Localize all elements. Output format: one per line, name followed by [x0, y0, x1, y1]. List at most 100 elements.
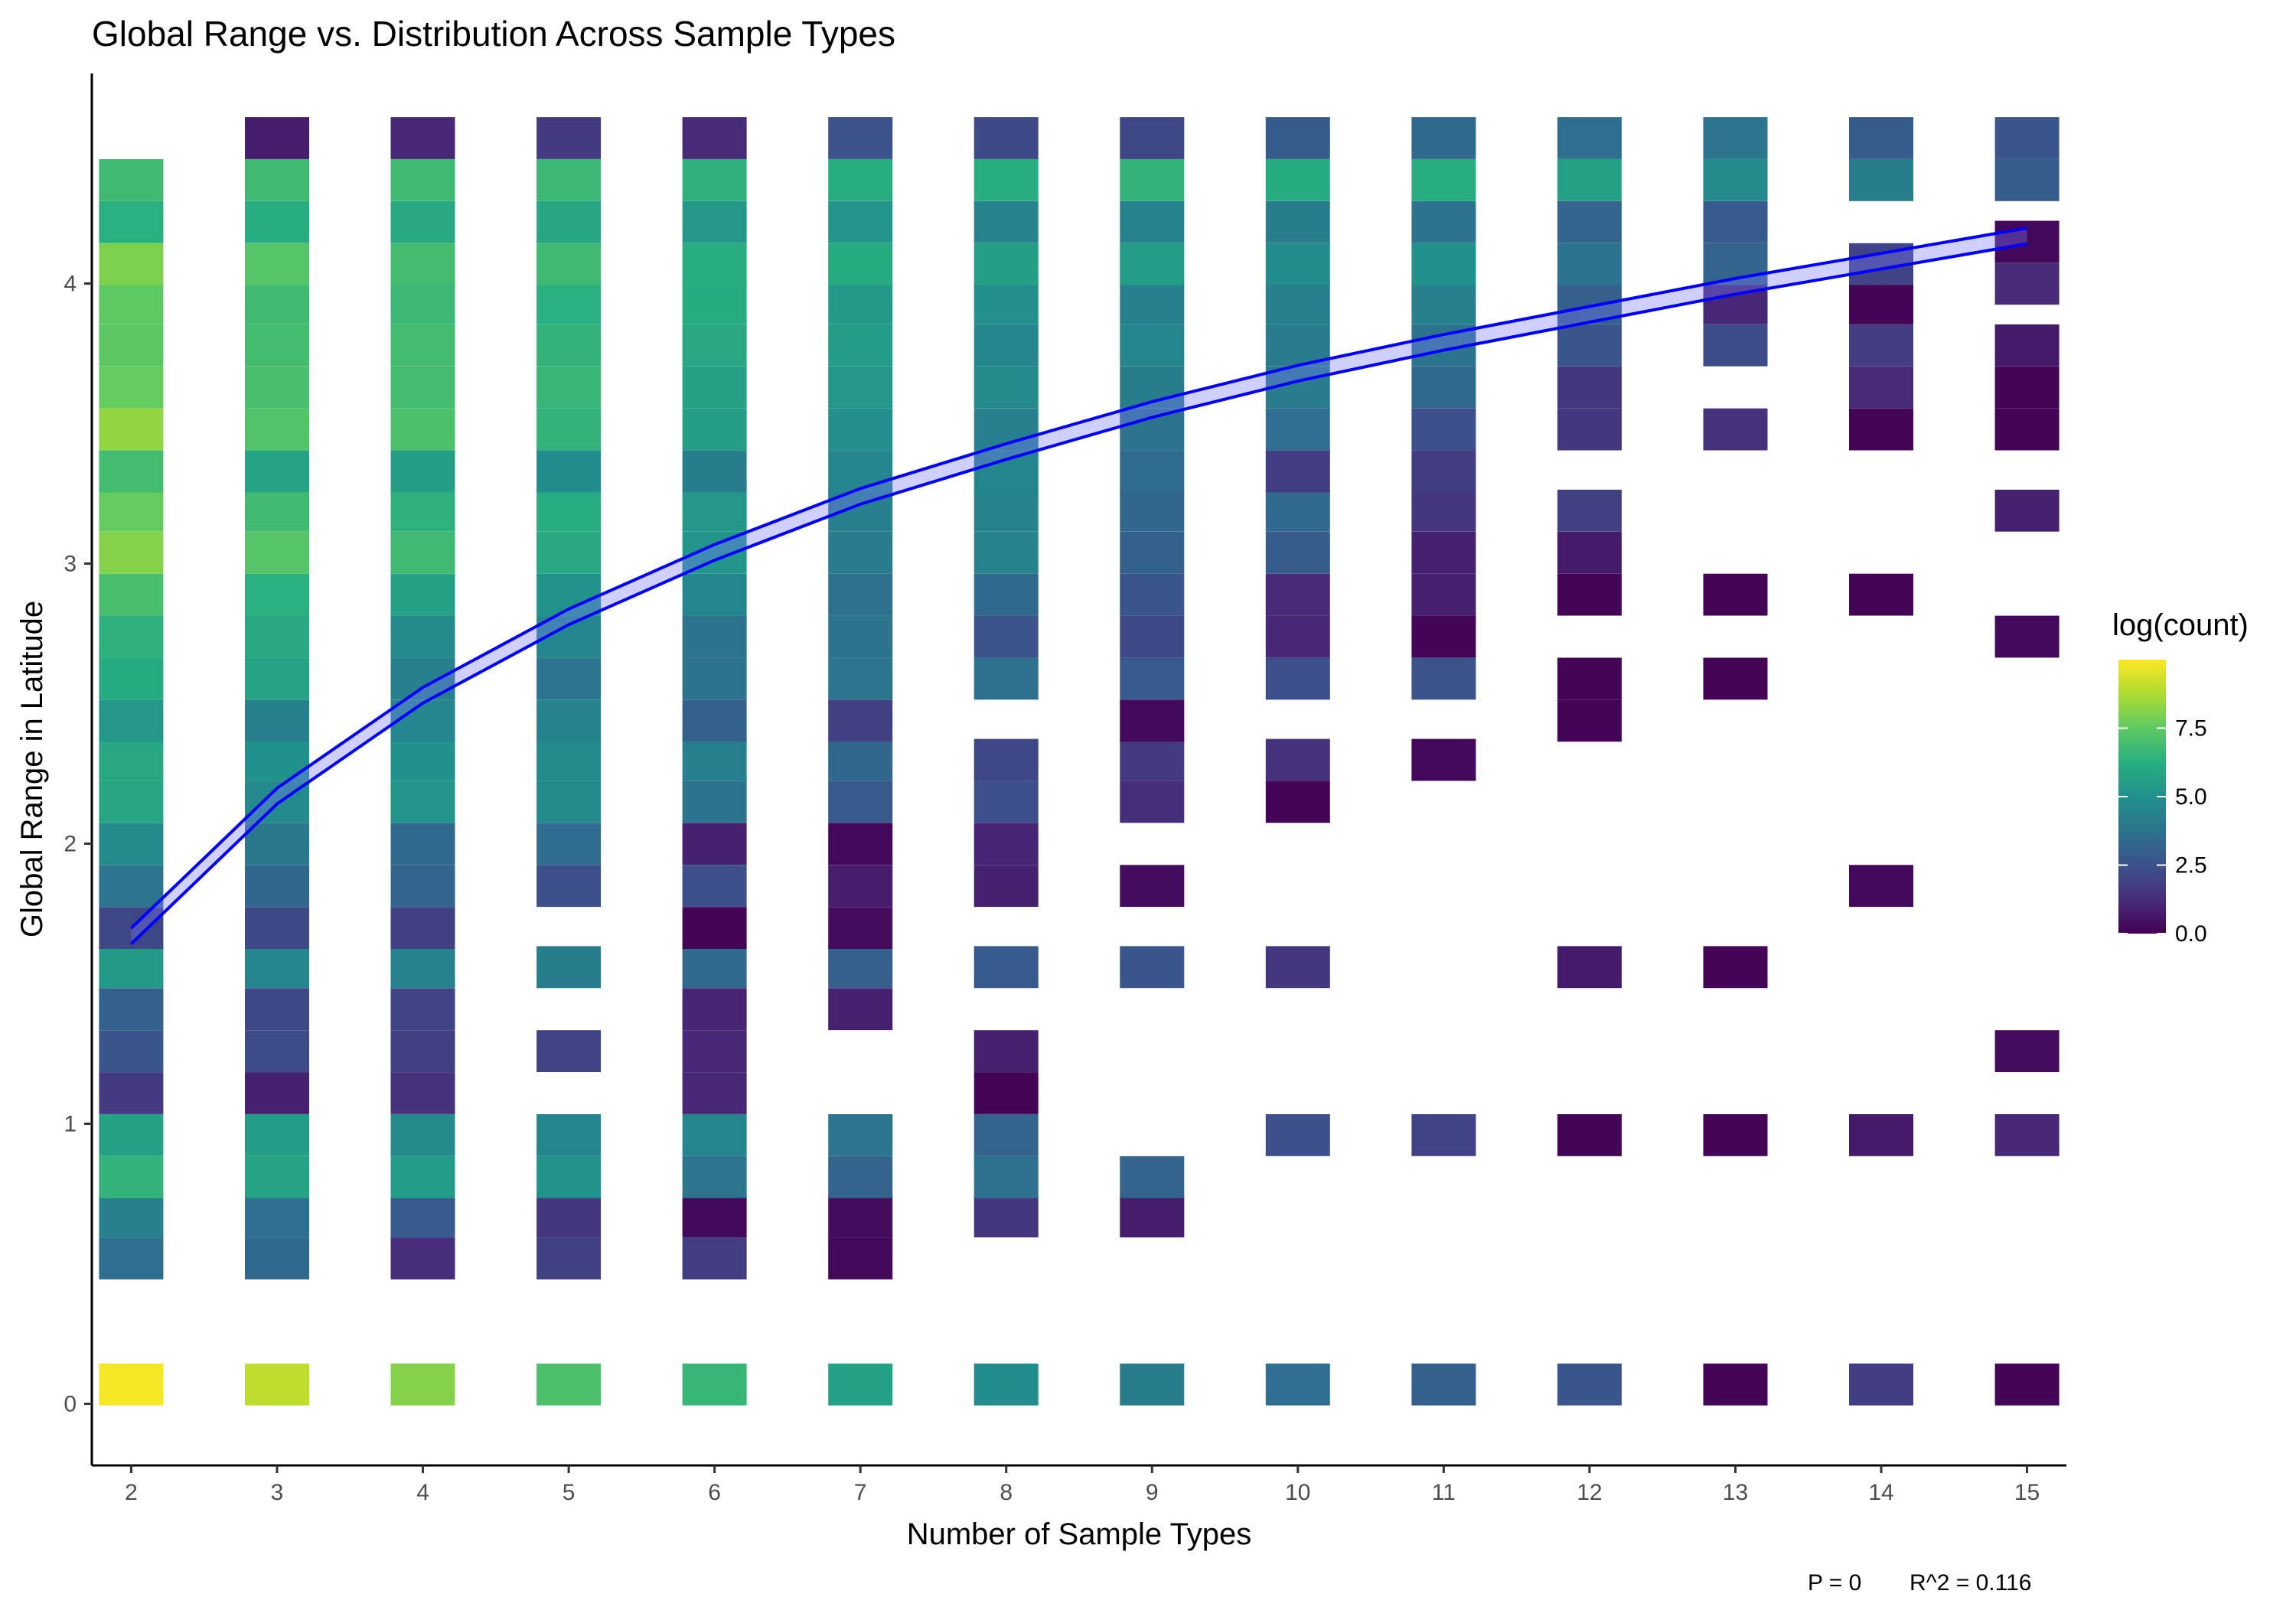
heatmap-cell [1120, 531, 1185, 574]
heatmap-cell [682, 489, 747, 532]
heatmap-cell [536, 823, 602, 865]
heatmap-cell [390, 450, 455, 493]
x-tick-label: 10 [1285, 1480, 1310, 1505]
heatmap-cell [828, 1195, 893, 1237]
heatmap-cell [1557, 1363, 1622, 1406]
heatmap-cell [828, 324, 893, 367]
heatmap-cell [1557, 657, 1622, 700]
x-tick-label: 4 [416, 1480, 429, 1505]
heatmap-cell [245, 243, 309, 285]
heatmap-cell [1265, 657, 1330, 700]
heatmap-cells [99, 117, 2060, 1406]
trend-ci-upper-line [130, 227, 2027, 930]
heatmap-cell [682, 738, 747, 781]
heatmap-cell [974, 159, 1039, 201]
heatmap-cell [1265, 282, 1330, 324]
heatmap-cell [245, 1237, 309, 1279]
heatmap-cell [245, 907, 309, 949]
heatmap-cell [974, 450, 1039, 493]
heatmap-cell [1557, 946, 1622, 989]
heatmap-cell [1120, 159, 1185, 201]
heatmap-cell [682, 823, 747, 865]
heatmap-cell [1265, 1363, 1330, 1406]
heatmap-cell [682, 450, 747, 493]
heatmap-cell [682, 1114, 747, 1156]
heatmap-cell [974, 823, 1039, 865]
heatmap-cell [1703, 324, 1768, 367]
x-tick-label: 8 [1000, 1480, 1013, 1505]
heatmap-cell [1703, 159, 1768, 201]
heatmap-cell [390, 946, 455, 989]
heatmap-cell [1703, 408, 1768, 451]
heatmap-cell [1411, 1114, 1476, 1156]
heatmap-cell [682, 907, 747, 949]
heatmap-cell [99, 366, 164, 409]
heatmap-cell [1120, 200, 1185, 243]
heatmap-cell [1557, 408, 1622, 451]
heatmap-cell [536, 1030, 602, 1072]
heatmap-cell [974, 324, 1039, 367]
heatmap-cell [1411, 573, 1476, 616]
heatmap-cell [828, 1237, 893, 1279]
legend-title: log(count) [2112, 608, 2249, 642]
heatmap-cell [245, 657, 309, 700]
heatmap-cell [99, 408, 164, 451]
heatmap-cell [390, 117, 455, 159]
heatmap-cell [1265, 408, 1330, 451]
heatmap-cell [828, 531, 893, 574]
heatmap-cell [1120, 489, 1185, 532]
heatmap-cell [245, 324, 309, 367]
heatmap-cell [536, 1156, 602, 1198]
heatmap-cell [536, 699, 602, 742]
heatmap-cell [1411, 159, 1476, 201]
heatmap-cell [390, 408, 455, 451]
heatmap-cell [682, 1072, 747, 1114]
heatmap-cell [974, 781, 1039, 823]
heatmap-cell [1265, 489, 1330, 532]
heatmap-cell [1411, 408, 1476, 451]
heatmap-cell [390, 738, 455, 781]
heatmap-cell [99, 1195, 164, 1237]
heatmap-cell [245, 946, 309, 989]
heatmap-cell [1265, 200, 1330, 243]
heatmap-cell [536, 200, 602, 243]
heatmap-cell [1120, 657, 1185, 700]
heatmap-cell [1849, 282, 1913, 324]
heatmap-cell [245, 489, 309, 532]
heatmap-cell [1557, 243, 1622, 285]
heatmap-cell [99, 657, 164, 700]
heatmap-cell [828, 1156, 893, 1198]
heatmap-cell [1265, 531, 1330, 574]
heatmap-cell [682, 408, 747, 451]
heatmap-cell [390, 781, 455, 823]
heatmap-cell [245, 1030, 309, 1072]
heatmap-cell [536, 1114, 602, 1156]
p-value-annotation: P = 0 [1808, 1570, 1861, 1596]
heatmap-cell [682, 699, 747, 742]
heatmap-cell [390, 988, 455, 1031]
heatmap-cell [1120, 699, 1185, 742]
heatmap-cell [99, 988, 164, 1031]
heatmap-cell [1703, 657, 1768, 700]
heatmap-cell [536, 1363, 602, 1406]
heatmap-cell [1557, 1114, 1622, 1156]
heatmap-cell [1557, 324, 1622, 367]
heatmap-cell [1120, 1363, 1185, 1406]
x-tick-label: 15 [2014, 1480, 2040, 1505]
heatmap-cell [974, 489, 1039, 532]
heatmap-cell [1703, 117, 1768, 159]
heatmap-cell [245, 988, 309, 1031]
heatmap-cell [828, 200, 893, 243]
heatmap-cell [682, 1237, 747, 1279]
heatmap-cell [536, 531, 602, 574]
heatmap-cell [536, 1237, 602, 1279]
heatmap-cell [974, 738, 1039, 781]
x-tick-label: 7 [854, 1480, 867, 1505]
heatmap-cell [682, 573, 747, 616]
heatmap-cell [828, 865, 893, 908]
heatmap-cell [1849, 1114, 1913, 1156]
heatmap-cell [1994, 408, 2060, 451]
heatmap-cell [99, 823, 164, 865]
heatmap-cell [828, 907, 893, 949]
heatmap-cell [1411, 531, 1476, 574]
